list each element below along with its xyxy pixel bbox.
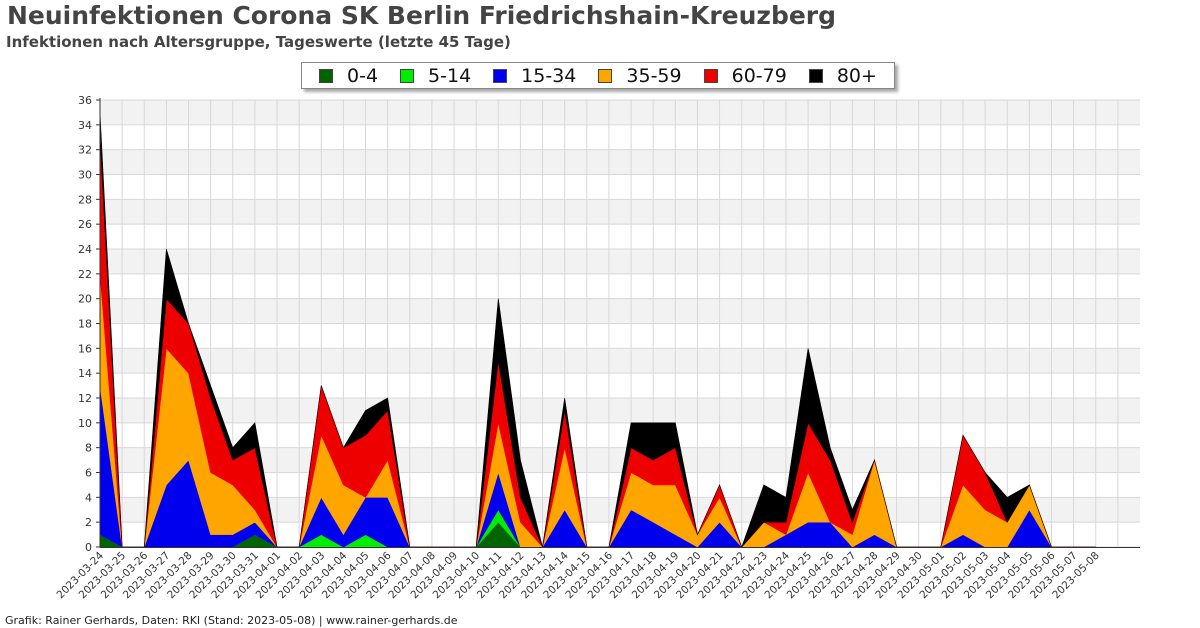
grid-band — [100, 249, 1140, 274]
y-tick-label: 22 — [78, 268, 92, 281]
legend-label: 60-79 — [731, 64, 787, 87]
legend-swatch — [400, 68, 415, 83]
legend-label: 15-34 — [521, 64, 577, 87]
series-area-60-79 — [99, 137, 1096, 549]
legend-item: 0-4 — [319, 65, 378, 87]
y-tick-label: 2 — [85, 516, 92, 529]
grid-band — [100, 398, 1140, 423]
y-tick-label: 14 — [78, 367, 92, 380]
y-tick-label: 26 — [78, 218, 92, 231]
y-tick-label: 36 — [78, 94, 92, 107]
y-tick-label: 28 — [78, 193, 92, 206]
grid-band — [100, 298, 1140, 324]
y-tick-label: 18 — [78, 318, 92, 331]
y-tick-label: 4 — [85, 491, 92, 504]
grid-band — [100, 100, 1140, 125]
y-tick-label: 32 — [78, 144, 92, 157]
y-tick-label: 6 — [85, 467, 92, 480]
legend: 0-4 5-14 15-34 35-59 60-79 80+ — [301, 62, 895, 89]
legend-swatch — [703, 68, 718, 83]
legend-label: 5-14 — [428, 64, 472, 87]
y-tick-label: 34 — [78, 119, 92, 132]
y-tick-label: 0 — [85, 541, 92, 554]
y-tick-label: 20 — [78, 293, 92, 306]
grid-band — [100, 199, 1140, 225]
y-tick-label: 30 — [78, 169, 92, 182]
y-tick-label: 12 — [78, 392, 92, 405]
legend-item: 15-34 — [493, 65, 576, 87]
legend-swatch — [598, 68, 613, 83]
legend-swatch — [493, 68, 508, 83]
legend-item: 60-79 — [703, 64, 787, 87]
y-tick-label: 16 — [78, 342, 92, 355]
legend-label: 35-59 — [626, 64, 682, 87]
grid-band — [100, 348, 1140, 374]
y-tick-label: 10 — [78, 417, 92, 430]
legend-swatch — [808, 68, 823, 83]
legend-item: 80+ — [808, 64, 877, 87]
chart-subtitle: Infektionen nach Altersgruppe, Tageswert… — [6, 33, 511, 51]
legend-swatch — [319, 68, 333, 83]
legend-item: 35-59 — [598, 64, 682, 87]
legend-item: 5-14 — [400, 65, 471, 87]
y-tick-label: 8 — [85, 442, 92, 455]
y-tick-label: 24 — [78, 243, 92, 256]
footer-credit: Grafik: Rainer Gerhards, Daten: RKI (Sta… — [5, 614, 458, 627]
legend-label: 80+ — [836, 64, 877, 87]
chart-title: Neuinfektionen Corona SK Berlin Friedric… — [7, 1, 837, 30]
grid-band — [100, 149, 1140, 175]
legend-label: 0-4 — [347, 64, 379, 87]
